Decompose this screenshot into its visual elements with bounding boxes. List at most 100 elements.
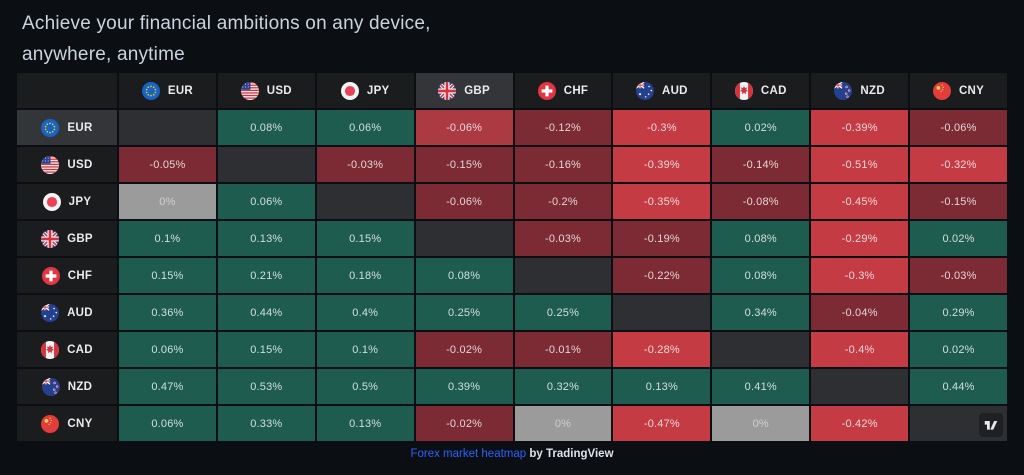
cell-nzd-cad[interactable]: 0.41%: [712, 369, 810, 404]
cell-usd-chf[interactable]: -0.16%: [514, 147, 612, 182]
cell-chf-chf: [514, 258, 612, 293]
row-header-label: GBP: [67, 232, 93, 245]
column-header-nzd: NZD: [811, 73, 909, 108]
cell-gbp-cad[interactable]: 0.08%: [712, 221, 810, 256]
cell-eur-usd[interactable]: 0.08%: [217, 110, 315, 145]
cell-eur-cny[interactable]: -0.06%: [910, 110, 1007, 145]
cell-usd-eur[interactable]: -0.05%: [119, 147, 216, 182]
cell-eur-eur: [119, 110, 216, 145]
cell-cad-aud[interactable]: -0.28%: [613, 332, 711, 367]
cell-cny-usd[interactable]: 0.33%: [217, 406, 315, 441]
tradingview-logo-icon[interactable]: [979, 413, 1003, 437]
cell-chf-cad[interactable]: 0.08%: [712, 258, 810, 293]
flag-cny-icon: [932, 81, 951, 100]
cell-chf-jpy[interactable]: 0.18%: [316, 258, 414, 293]
cell-aud-eur[interactable]: 0.36%: [119, 295, 216, 330]
cell-gbp-cny[interactable]: 0.02%: [910, 221, 1007, 256]
cell-jpy-usd[interactable]: 0.06%: [217, 184, 315, 219]
cell-nzd-aud[interactable]: 0.13%: [613, 369, 711, 404]
cell-usd-aud[interactable]: -0.39%: [613, 147, 711, 182]
cell-chf-eur[interactable]: 0.15%: [119, 258, 216, 293]
cell-cad-jpy[interactable]: 0.1%: [316, 332, 414, 367]
column-header-label: USD: [266, 84, 292, 97]
flag-nzd-icon: [834, 81, 853, 100]
column-header-label: CNY: [958, 84, 985, 97]
cell-jpy-nzd[interactable]: -0.45%: [811, 184, 909, 219]
cell-cad-eur[interactable]: 0.06%: [119, 332, 216, 367]
cell-chf-gbp[interactable]: 0.08%: [415, 258, 513, 293]
cell-jpy-eur[interactable]: 0%: [119, 184, 216, 219]
cell-cny-eur[interactable]: 0.06%: [119, 406, 216, 441]
cell-eur-aud[interactable]: -0.3%: [613, 110, 711, 145]
attribution-by: by: [529, 448, 543, 460]
cell-cny-nzd[interactable]: -0.42%: [811, 406, 909, 441]
cell-gbp-chf[interactable]: -0.03%: [514, 221, 612, 256]
cell-eur-cad[interactable]: 0.02%: [712, 110, 810, 145]
cell-jpy-cad[interactable]: -0.08%: [712, 184, 810, 219]
cell-nzd-gbp[interactable]: 0.39%: [415, 369, 513, 404]
cell-aud-nzd[interactable]: -0.04%: [811, 295, 909, 330]
cell-cad-gbp[interactable]: -0.02%: [415, 332, 513, 367]
cell-nzd-usd[interactable]: 0.53%: [217, 369, 315, 404]
cell-jpy-chf[interactable]: -0.2%: [514, 184, 612, 219]
cell-cny-chf[interactable]: 0%: [514, 406, 612, 441]
corner-cell: [17, 73, 117, 108]
cell-usd-nzd[interactable]: -0.51%: [811, 147, 909, 182]
cell-jpy-gbp[interactable]: -0.06%: [415, 184, 513, 219]
cell-cny-aud[interactable]: -0.47%: [613, 406, 711, 441]
cell-gbp-eur[interactable]: 0.1%: [119, 221, 216, 256]
cell-nzd-eur[interactable]: 0.47%: [119, 369, 216, 404]
cell-usd-cny[interactable]: -0.32%: [910, 147, 1007, 182]
cell-cny-gbp[interactable]: -0.02%: [415, 406, 513, 441]
cell-usd-cad[interactable]: -0.14%: [712, 147, 810, 182]
cell-gbp-aud[interactable]: -0.19%: [613, 221, 711, 256]
cell-nzd-jpy[interactable]: 0.5%: [316, 369, 414, 404]
column-header-usd: USD: [217, 73, 315, 108]
flag-aud-icon: [635, 81, 654, 100]
cell-nzd-chf[interactable]: 0.32%: [514, 369, 612, 404]
cell-cny-jpy[interactable]: 0.13%: [316, 406, 414, 441]
row-header-cad: CAD: [17, 332, 117, 367]
column-header-label: NZD: [860, 84, 885, 97]
cell-nzd-cny[interactable]: 0.44%: [910, 369, 1007, 404]
cell-nzd-nzd: [811, 369, 909, 404]
cell-cad-usd[interactable]: 0.15%: [217, 332, 315, 367]
cell-eur-gbp[interactable]: -0.06%: [415, 110, 513, 145]
cell-gbp-usd[interactable]: 0.13%: [217, 221, 315, 256]
cell-jpy-cny[interactable]: -0.15%: [910, 184, 1007, 219]
cell-cad-nzd[interactable]: -0.4%: [811, 332, 909, 367]
cell-gbp-jpy[interactable]: 0.15%: [316, 221, 414, 256]
flag-usd-icon: [240, 81, 259, 100]
column-header-aud: AUD: [613, 73, 711, 108]
cell-cny-cad[interactable]: 0%: [712, 406, 810, 441]
cell-cad-chf[interactable]: -0.01%: [514, 332, 612, 367]
column-header-label: CHF: [563, 84, 589, 97]
row-header-nzd: NZD: [17, 369, 117, 404]
flag-eur-icon: [41, 118, 60, 137]
cell-aud-chf[interactable]: 0.25%: [514, 295, 612, 330]
cell-aud-cad[interactable]: 0.34%: [712, 295, 810, 330]
cell-usd-gbp[interactable]: -0.15%: [415, 147, 513, 182]
cell-eur-chf[interactable]: -0.12%: [514, 110, 612, 145]
cell-jpy-aud[interactable]: -0.35%: [613, 184, 711, 219]
cell-chf-nzd[interactable]: -0.3%: [811, 258, 909, 293]
cell-gbp-nzd[interactable]: -0.29%: [811, 221, 909, 256]
cell-usd-jpy[interactable]: -0.03%: [316, 147, 414, 182]
forex-heatmap-link[interactable]: Forex market heatmap: [410, 448, 527, 460]
flag-cad-icon: [734, 81, 753, 100]
cell-cad-cny[interactable]: 0.02%: [910, 332, 1007, 367]
cell-aud-usd[interactable]: 0.44%: [217, 295, 315, 330]
cell-aud-jpy[interactable]: 0.4%: [316, 295, 414, 330]
page-title-line1: Achieve your financial ambitions on any …: [22, 13, 431, 34]
column-header-gbp: GBP: [415, 73, 513, 108]
cell-chf-cny[interactable]: -0.03%: [910, 258, 1007, 293]
cell-chf-usd[interactable]: 0.21%: [217, 258, 315, 293]
cell-eur-jpy[interactable]: 0.06%: [316, 110, 414, 145]
row-header-label: JPY: [68, 195, 92, 208]
cell-chf-aud[interactable]: -0.22%: [613, 258, 711, 293]
flag-gbp-icon: [41, 229, 60, 248]
flag-jpy-icon: [340, 81, 359, 100]
cell-aud-gbp[interactable]: 0.25%: [415, 295, 513, 330]
cell-eur-nzd[interactable]: -0.39%: [811, 110, 909, 145]
cell-aud-cny[interactable]: 0.29%: [910, 295, 1007, 330]
